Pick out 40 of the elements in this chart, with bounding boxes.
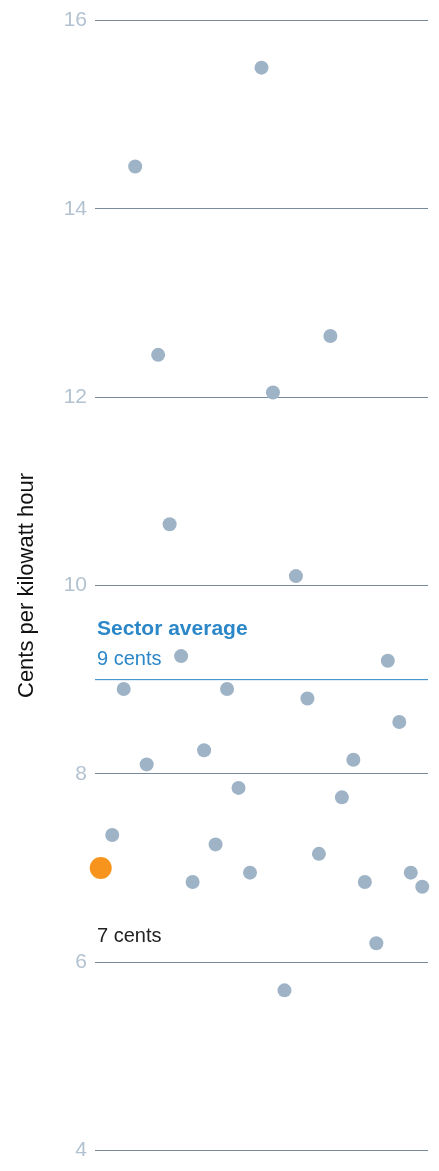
point: [139, 757, 154, 772]
y-tick-label: 6: [75, 948, 87, 972]
y-tick-label: 8: [75, 760, 87, 784]
y-tick-label: 14: [63, 195, 88, 219]
point: [208, 837, 223, 852]
y-axis-title: Cents per kilowatt hour: [13, 473, 39, 698]
point: [323, 329, 338, 343]
y-tick-label: 10: [63, 572, 87, 596]
point: [311, 846, 326, 861]
point: [174, 649, 189, 664]
point: [346, 752, 361, 767]
point: [128, 159, 143, 174]
point: [380, 653, 395, 668]
point: [288, 569, 303, 584]
point: [185, 875, 200, 890]
point: [89, 856, 112, 879]
point: [392, 715, 407, 730]
y-tick-label: 4: [75, 1137, 88, 1161]
point: [403, 865, 418, 880]
point: [300, 691, 315, 706]
y-tick-label: 12: [63, 384, 87, 407]
ref-line-label: Sector average: [97, 616, 248, 640]
point: [162, 517, 177, 532]
y-tick-label: 16: [63, 7, 87, 31]
point: [254, 60, 269, 75]
point: [231, 780, 246, 795]
point: [105, 828, 120, 842]
point: [369, 936, 384, 951]
point: [265, 385, 280, 400]
point: [151, 347, 166, 362]
point: [116, 682, 131, 697]
point: [415, 879, 430, 894]
annotation: 9 cents: [97, 647, 162, 670]
point: [243, 865, 258, 880]
annotation: 7 cents: [97, 924, 162, 947]
point: [220, 682, 235, 697]
point: [197, 743, 212, 758]
point: [277, 983, 292, 998]
point: [334, 790, 349, 805]
point: [357, 875, 372, 890]
